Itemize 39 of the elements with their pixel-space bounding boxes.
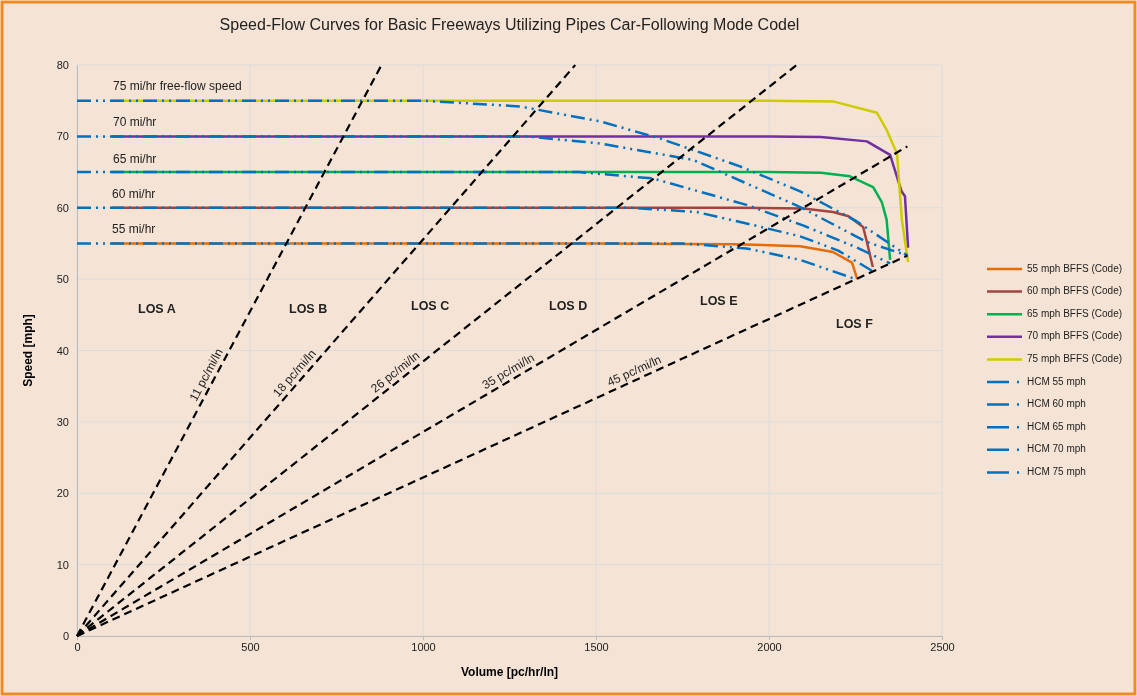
- legend-label: 60 mph BFFS (Code): [1027, 285, 1123, 297]
- y-tick-label: 30: [56, 415, 69, 428]
- annotation: LOS F: [836, 317, 874, 332]
- annotation: LOS D: [549, 299, 588, 314]
- annotation: LOS C: [411, 299, 450, 314]
- annotation: LOS B: [289, 302, 328, 317]
- x-tick-label: 0: [74, 640, 81, 653]
- x-tick-label: 1000: [411, 640, 436, 653]
- y-tick-label: 40: [56, 344, 69, 357]
- y-tick-label: 0: [62, 630, 69, 643]
- legend-label: 65 mph BFFS (Code): [1027, 307, 1123, 319]
- legend-label: 75 mph BFFS (Code): [1027, 353, 1123, 365]
- x-tick-label: 2000: [757, 640, 782, 653]
- annotation: 65 mi/hr: [113, 152, 157, 167]
- legend-label: HCM 65 mph: [1027, 420, 1086, 432]
- annotation: 55 mi/hr: [112, 222, 156, 237]
- y-tick-label: 60: [56, 201, 69, 214]
- y-tick-label: 80: [56, 59, 69, 72]
- y-tick-label: 50: [56, 273, 69, 286]
- legend-label: HCM 75 mph: [1027, 466, 1086, 478]
- annotation: LOS A: [138, 302, 176, 317]
- x-axis-title: Volume [pc/hr/ln]: [460, 665, 559, 679]
- annotation: LOS E: [700, 294, 738, 309]
- x-tick-label: 2500: [930, 640, 955, 653]
- y-axis-title: Speed [mph]: [21, 314, 35, 387]
- annotation: 75 mi/hr free-flow speed: [113, 79, 242, 94]
- x-tick-label: 1500: [584, 640, 609, 653]
- annotation: 60 mi/hr: [112, 187, 156, 202]
- y-tick-label: 20: [56, 487, 69, 500]
- x-tick-label: 500: [241, 640, 260, 653]
- legend-label: HCM 70 mph: [1027, 443, 1086, 455]
- y-tick-label: 70: [56, 130, 69, 143]
- legend-label: 70 mph BFFS (Code): [1027, 330, 1123, 342]
- legend-label: HCM 55 mph: [1027, 375, 1086, 387]
- y-tick-label: 10: [56, 558, 69, 571]
- legend-label: HCM 60 mph: [1027, 398, 1086, 410]
- chart-title: Speed-Flow Curves for Basic Freeways Utilizing Pipes Car-Following Mode Codel: [219, 16, 800, 33]
- legend-label: 55 mph BFFS (Code): [1027, 262, 1123, 274]
- annotation: 70 mi/hr: [113, 115, 157, 130]
